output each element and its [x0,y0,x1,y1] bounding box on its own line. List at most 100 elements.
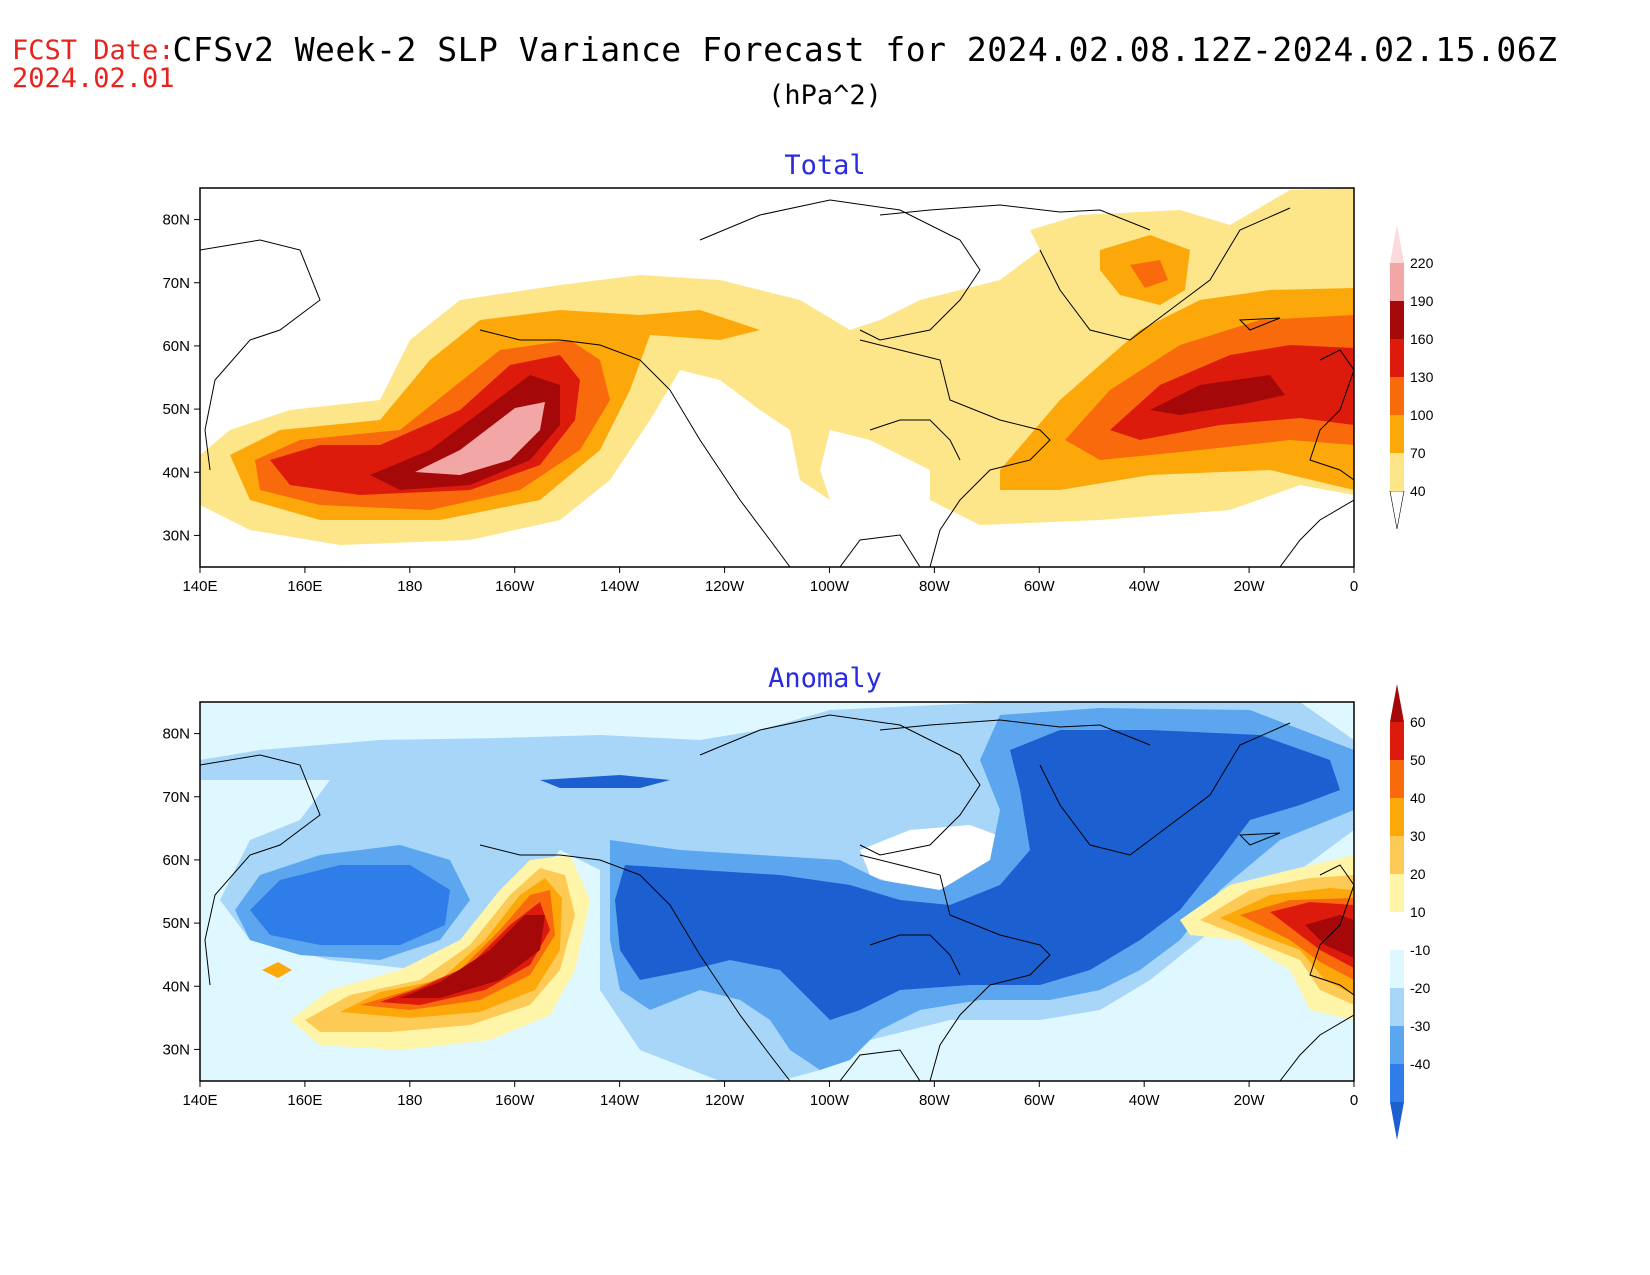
anomaly-colorbar-label: 40 [1410,790,1426,806]
total-coastlines [200,199,1354,567]
anomaly-lon-axis: 140E 160E 180 160W 140W 120W 100W 80W 60W 40W 20W 0 [182,1081,1358,1109]
units-label: (hPa^2) [768,80,882,111]
total-contour-160 [370,375,560,490]
fcst-date-value: 2024.02.01 [12,63,175,94]
total-lon-label: 120W [705,578,745,595]
anomaly-lon-label: 60W [1024,1092,1056,1109]
anomaly-contours [200,702,1354,1081]
total-lon-label: 40W [1129,578,1161,595]
total-lon-label: 60W [1024,578,1056,595]
anomaly-contour-pos60 [400,915,545,998]
anomaly-lat-label: 40N [162,978,190,995]
anomaly-contour-neg40 [250,865,450,945]
anomaly-colorbar-label: 30 [1410,828,1426,844]
total-lat-label: 40N [162,464,190,481]
total-lon-label: 180 [397,578,422,595]
total-frame [199,187,1355,568]
total-contours [200,188,1354,567]
anomaly-colorbar-swatch [1390,1026,1404,1064]
total-colorbar-label: 100 [1410,407,1434,423]
anomaly-colorbar-swatch [1390,1064,1404,1102]
total-colorbar-label: 40 [1410,483,1426,499]
total-contour-160b [1150,375,1285,415]
total-lat-label: 70N [162,275,190,292]
total-lon-label: 140E [182,578,217,595]
total-lat-label: 30N [162,527,190,544]
anomaly-lon-label: 160E [287,1092,322,1109]
anomaly-map: 140E 160E 180 160W 140W 120W 100W 80W 60W 40W 20W 0… [162,684,1430,1140]
total-lat-label: 80N [162,212,190,229]
total-lon-label: 100W [810,578,850,595]
total-colorbar-swatch [1390,377,1404,415]
anomaly-lat-label: 50N [162,915,190,932]
anomaly-lon-label: 20W [1234,1092,1266,1109]
anomaly-lat-label: 30N [162,1041,190,1058]
anomaly-colorbar-label: 50 [1410,752,1426,768]
anomaly-colorbar-swatch [1390,798,1404,836]
anomaly-lon-label: 80W [919,1092,951,1109]
anomaly-colorbar-swatch [1390,874,1404,912]
total-lon-label: 160E [287,578,322,595]
anomaly-colorbar: 60 50 40 30 20 10 -10 -20 -30 -40 [1390,684,1430,1140]
anomaly-colorbar-label: 20 [1410,866,1426,882]
total-colorbar-label: 70 [1410,445,1426,461]
anomaly-colorbar-label: -10 [1410,942,1430,958]
total-colorbar-swatch [1390,301,1404,339]
anomaly-colorbar-label: -20 [1410,980,1430,996]
total-lon-label: 140W [600,578,640,595]
total-colorbar-swatch [1390,453,1404,491]
total-colorbar-top-arrow [1390,225,1404,263]
anomaly-lat-axis: 30N 40N 50N 60N 70N 80N [162,726,200,1058]
anomaly-lat-label: 80N [162,726,190,743]
total-lat-axis: 30N 40N 50N 60N 70N 80N [162,212,200,544]
anomaly-lon-label: 120W [705,1092,745,1109]
anomaly-colorbar-label: 10 [1410,904,1426,920]
anomaly-colorbar-label: 60 [1410,714,1426,730]
total-lon-label: 0 [1350,578,1358,595]
anomaly-colorbar-swatch [1390,988,1404,1026]
anomaly-contour-neg40c [540,775,670,788]
anomaly-colorbar-top-arrow [1390,684,1404,722]
anomaly-lon-label: 140E [182,1092,217,1109]
fcst-date-label: FCST Date: [12,35,175,66]
anomaly-colorbar-bottom-arrow [1390,1102,1404,1140]
total-lon-label: 80W [919,578,951,595]
anomaly-contour-pos40 [360,890,555,1010]
total-lon-label: 20W [1234,578,1266,595]
total-lat-label: 50N [162,401,190,418]
total-colorbar-label: 130 [1410,369,1434,385]
anomaly-lon-label: 180 [397,1092,422,1109]
anomaly-panel-title: Anomaly [768,663,882,694]
anomaly-contour-neg40b [615,730,1340,1020]
anomaly-contour-pos50 [380,902,550,1005]
anomaly-lon-label: 160W [495,1092,535,1109]
total-colorbar-swatch [1390,415,1404,453]
anomaly-lon-label: 140W [600,1092,640,1109]
anomaly-colorbar-swatch [1390,722,1404,760]
total-lat-label: 60N [162,338,190,355]
anomaly-colorbar-label: -40 [1410,1056,1430,1072]
total-colorbar-label: 160 [1410,331,1434,347]
total-contour-190 [415,402,545,475]
total-colorbar-bottom-arrow [1389,490,1405,530]
anomaly-lon-label: 40W [1129,1092,1161,1109]
total-colorbar: 40 70 100 130 160 190 220 [1389,225,1434,530]
anomaly-lon-label: 0 [1350,1092,1358,1109]
anomaly-colorbar-label: -30 [1410,1018,1430,1034]
total-colorbar-label: 190 [1410,293,1434,309]
total-colorbar-label: 220 [1410,255,1434,271]
total-colorbar-swatch [1390,339,1404,377]
total-map: 140E 160E 180 160W 140W 120W 100W 80W 60W 40W 20W 0… [162,187,1434,595]
total-lon-axis: 140E 160E 180 160W 140W 120W 100W 80W 60W 40W 20W 0 [182,567,1358,595]
total-panel-title: Total [784,150,866,181]
page-title: CFSv2 Week-2 SLP Variance Forecast for 2… [172,30,1558,69]
total-contour-100c [1130,260,1168,288]
anomaly-colorbar-swatch [1390,760,1404,798]
anomaly-lat-label: 60N [162,852,190,869]
anomaly-contour-pos60b [1305,915,1354,958]
anomaly-frame [199,701,1355,1082]
total-colorbar-swatch [1390,263,1404,301]
anomaly-lat-label: 70N [162,789,190,806]
anomaly-lon-label: 100W [810,1092,850,1109]
anomaly-contour-pos-small [262,962,292,978]
